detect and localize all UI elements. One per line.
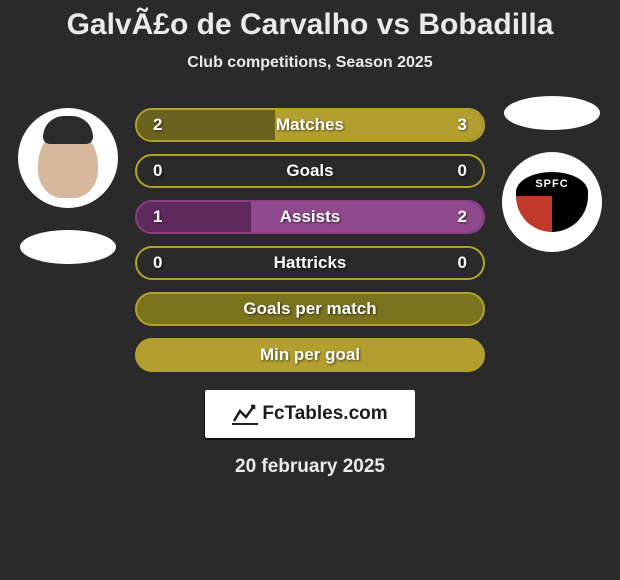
- comparison-card: GalvÃ£o de Carvalho vs Bobadilla Club co…: [0, 0, 620, 478]
- left-player-avatar: [18, 108, 118, 208]
- stat-bar-mpg: Min per goal: [135, 338, 485, 372]
- stat-label: Assists: [280, 207, 340, 227]
- stat-bar-assists: 1 Assists 2: [135, 200, 485, 234]
- fctables-badge[interactable]: FcTables.com: [205, 390, 415, 438]
- date-text: 20 february 2025: [0, 456, 620, 478]
- stat-right-value: 2: [458, 207, 467, 227]
- stat-left-value: 0: [153, 161, 162, 181]
- spfc-shield-icon: SPFC: [516, 172, 588, 232]
- right-club-badge: SPFC: [502, 152, 602, 252]
- left-player-col: [13, 96, 123, 264]
- stat-label: Matches: [276, 115, 344, 135]
- stat-left-value: 0: [153, 253, 162, 273]
- avatar-face-icon: [38, 128, 98, 198]
- stat-bars: 2 Matches 3 0 Goals 0 1 Assists 2 0 Hattricks 0 Goal…: [135, 108, 485, 372]
- right-country-flag: [504, 96, 600, 130]
- stat-right-value: 0: [458, 161, 467, 181]
- stat-left-value: 2: [153, 115, 162, 135]
- stat-label: Hattricks: [274, 253, 347, 273]
- shield-text: SPFC: [516, 172, 588, 196]
- stat-right-value: 0: [458, 253, 467, 273]
- stat-bar-gpm: Goals per match: [135, 292, 485, 326]
- stat-left-value: 1: [153, 207, 162, 227]
- stat-bar-goals: 0 Goals 0: [135, 154, 485, 188]
- stat-label: Goals per match: [243, 299, 376, 319]
- page-title: GalvÃ£o de Carvalho vs Bobadilla: [0, 8, 620, 42]
- stat-label: Goals: [286, 161, 333, 181]
- comparison-body: 2 Matches 3 0 Goals 0 1 Assists 2 0 Hattricks 0 Goal…: [0, 96, 620, 372]
- chart-icon: [232, 403, 258, 425]
- right-player-col: SPFC: [497, 96, 607, 252]
- brand-text: FcTables.com: [262, 403, 387, 425]
- stat-bar-hattricks: 0 Hattricks 0: [135, 246, 485, 280]
- stat-label: Min per goal: [260, 345, 360, 365]
- subtitle: Club competitions, Season 2025: [0, 54, 620, 72]
- stat-right-value: 3: [458, 115, 467, 135]
- stat-bar-matches: 2 Matches 3: [135, 108, 485, 142]
- left-club-flag: [20, 230, 116, 264]
